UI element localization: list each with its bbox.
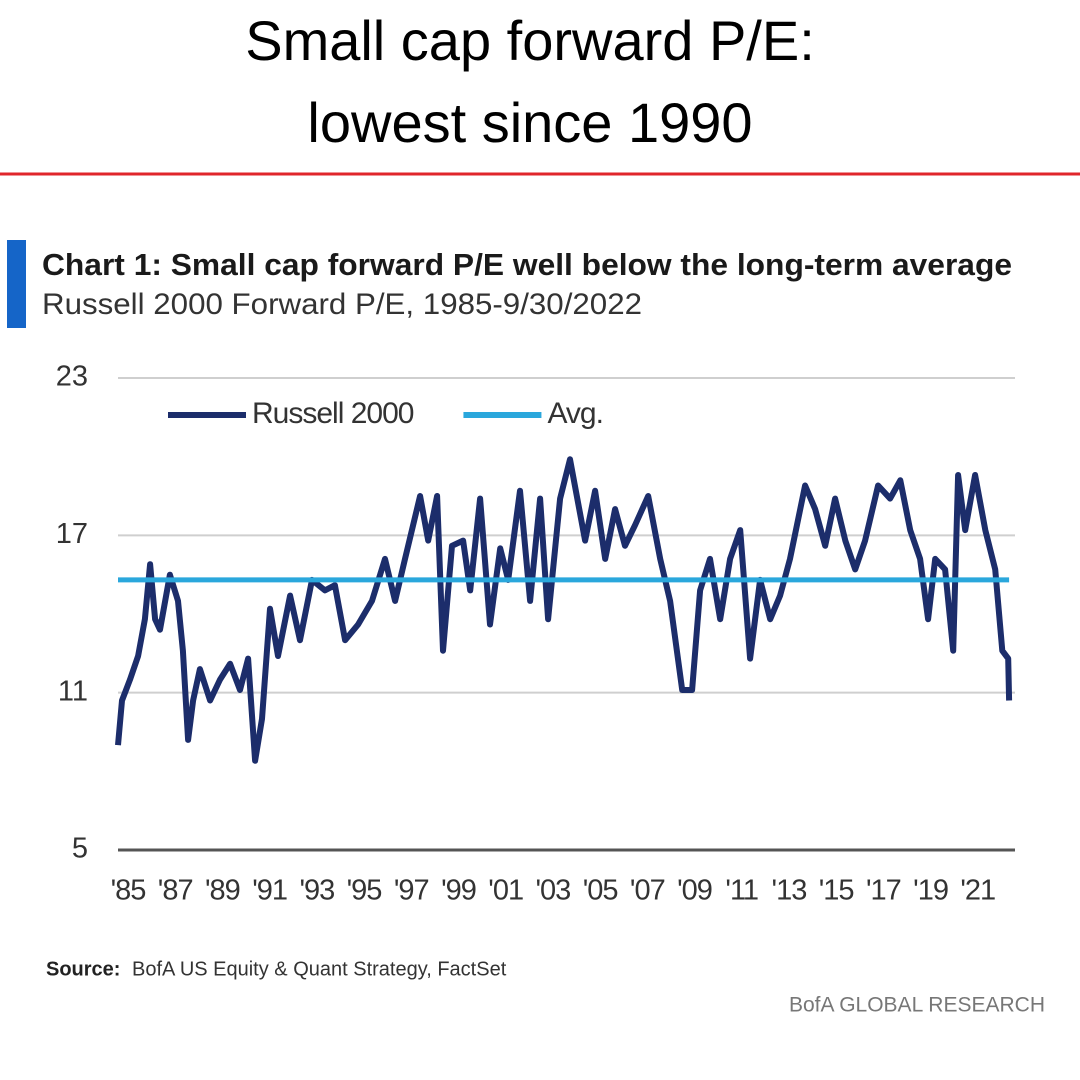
x-tick-label: '19 <box>913 875 948 907</box>
x-tick-label: '13 <box>772 875 807 907</box>
y-tick-label: 23 <box>56 361 88 393</box>
x-tick-label: '15 <box>819 875 854 907</box>
accent-bar <box>7 240 26 328</box>
y-tick-label: 17 <box>56 518 88 550</box>
credit: BofA GLOBAL RESEARCH <box>789 994 1045 1017</box>
x-tick-label: '09 <box>677 875 712 907</box>
x-tick-label: '03 <box>535 875 570 907</box>
y-tick-label: 5 <box>72 833 88 865</box>
series-line <box>115 456 1013 764</box>
legend-label: Russell 2000 <box>252 397 414 430</box>
chart-subtitle: Russell 2000 Forward P/E, 1985-9/30/2022 <box>42 288 642 321</box>
x-tick-label: '07 <box>630 875 665 907</box>
x-tick-label: '01 <box>488 875 523 907</box>
x-tick-label: '93 <box>299 875 334 907</box>
x-tick-label: '17 <box>866 875 901 907</box>
headline: lowest since 1990 <box>307 91 752 154</box>
chart-title: Chart 1: Small cap forward P/E well belo… <box>42 247 1012 282</box>
x-tick-label: '89 <box>205 875 240 907</box>
x-tick-label: '95 <box>347 875 382 907</box>
headline: Small cap forward P/E: <box>245 9 815 72</box>
y-tick-label: 11 <box>58 675 88 707</box>
source-label: Source: <box>46 958 120 980</box>
source: BofA US Equity & Quant Strategy, FactSet <box>132 958 507 980</box>
x-tick-label: '85 <box>111 875 146 907</box>
legend-label: Avg. <box>547 397 603 430</box>
x-tick-label: '11 <box>725 875 758 907</box>
x-tick-label: '05 <box>583 875 618 907</box>
x-tick-label: '21 <box>960 875 995 907</box>
x-tick-label: '99 <box>441 875 476 907</box>
x-tick-label: '97 <box>394 875 429 907</box>
x-tick-label: '91 <box>252 875 287 907</box>
x-tick-label: '87 <box>158 875 193 907</box>
